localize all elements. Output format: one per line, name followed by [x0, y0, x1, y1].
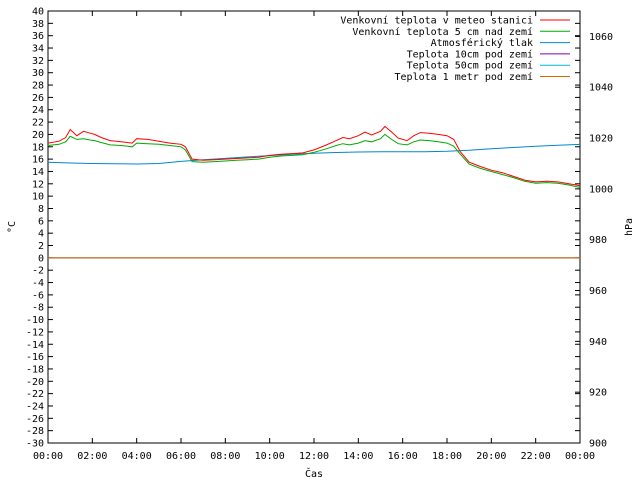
x-tick-label: 14:00	[343, 451, 373, 462]
y-tick-label: 22	[32, 118, 44, 129]
x-tick-label: 06:00	[166, 451, 196, 462]
legend-label: Venkovní teplota v meteo stanici	[340, 15, 533, 27]
x-tick-label: 10:00	[255, 451, 285, 462]
y-tick-label: -22	[26, 389, 44, 400]
series-layer	[47, 125, 581, 259]
left-y-axis: -30-28-26-24-22-20-18-16-14-12-10-8-6-4-…	[26, 7, 580, 450]
y-tick-label: 0	[38, 253, 44, 264]
y-tick-label: 38	[32, 19, 44, 30]
y-tick-label: 40	[32, 7, 44, 18]
x-tick-label: 00:00	[565, 451, 595, 462]
x-tick-label: 08:00	[210, 451, 240, 462]
x-tick-label: 22:00	[521, 451, 551, 462]
y-tick-label: 10	[32, 192, 44, 203]
y2-tick-label: 900	[589, 439, 607, 450]
legend-label: Atmosférický tlak	[431, 37, 533, 49]
x-tick-label: 12:00	[299, 451, 329, 462]
x-tick-label: 16:00	[388, 451, 418, 462]
y-tick-label: 12	[32, 179, 44, 190]
legend-label: Venkovní teplota 5 cm nad zemí	[352, 26, 533, 38]
y-tick-label: -8	[32, 303, 44, 314]
x-tick-label: 04:00	[122, 451, 152, 462]
y-tick-label: 34	[32, 44, 44, 55]
left-y-axis-label: °C	[7, 221, 18, 233]
y-tick-label: 4	[38, 229, 44, 240]
series-line	[47, 125, 581, 187]
y-tick-label: 14	[32, 167, 44, 178]
y2-tick-label: 1060	[589, 32, 613, 43]
legend: Venkovní teplota v meteo staniciVenkovní…	[340, 15, 570, 83]
y-tick-label: -24	[26, 401, 44, 412]
legend-label: Teplota 1 metr pod zemí	[395, 71, 533, 83]
y-tick-label: 20	[32, 130, 44, 141]
y2-tick-label: 1020	[589, 134, 613, 145]
y-tick-label: 28	[32, 81, 44, 92]
x-tick-label: 20:00	[476, 451, 506, 462]
legend-label: Teplota 50cm pod zemí	[407, 60, 533, 72]
y-tick-label: 16	[32, 155, 44, 166]
right-y-axis: 900 920 940 960 980 1000 1020 1040 1060	[575, 32, 613, 450]
x-tick-label: 02:00	[77, 451, 107, 462]
y2-tick-label: 940	[589, 337, 607, 348]
y-tick-label: 26	[32, 93, 44, 104]
y-tick-label: -16	[26, 352, 44, 363]
y-tick-label: 36	[32, 31, 44, 42]
y-tick-label: -18	[26, 364, 44, 375]
y-tick-label: -2	[32, 266, 44, 277]
legend-label: Teplota 10cm pod zemí	[407, 48, 533, 60]
y-tick-label: -14	[26, 340, 44, 351]
y2-tick-label: 920	[589, 388, 607, 399]
y-tick-label: -20	[26, 377, 44, 388]
y-tick-label: -12	[26, 327, 44, 338]
x-tick-label: 00:00	[33, 451, 63, 462]
series-line	[47, 143, 581, 165]
y-tick-label: 30	[32, 68, 44, 79]
y-tick-label: 2	[38, 241, 44, 252]
y-tick-label: 6	[38, 216, 44, 227]
y-tick-label: 32	[32, 56, 44, 67]
right-y-axis-label: hPa	[624, 218, 635, 236]
y-tick-label: -26	[26, 414, 44, 425]
y2-tick-label: 1000	[589, 184, 613, 195]
y2-tick-label: 980	[589, 235, 607, 246]
x-tick-label: 18:00	[432, 451, 462, 462]
y-tick-label: -4	[32, 278, 44, 289]
y-tick-label: -30	[26, 439, 44, 450]
series-line	[47, 133, 581, 188]
y2-tick-label: 1040	[589, 83, 613, 94]
y-tick-label: -6	[32, 290, 44, 301]
y-tick-label: -10	[26, 315, 44, 326]
x-axis-label: Čas	[305, 467, 323, 480]
y2-tick-label: 960	[589, 286, 607, 297]
y-tick-label: 8	[38, 204, 44, 215]
y-tick-label: -28	[26, 426, 44, 437]
x-axis: 00:00 02:00 04:00 06:00 08:00 10:00 12:00 14:00…	[33, 11, 595, 462]
y-tick-label: 18	[32, 142, 44, 153]
y-tick-label: 24	[32, 105, 44, 116]
